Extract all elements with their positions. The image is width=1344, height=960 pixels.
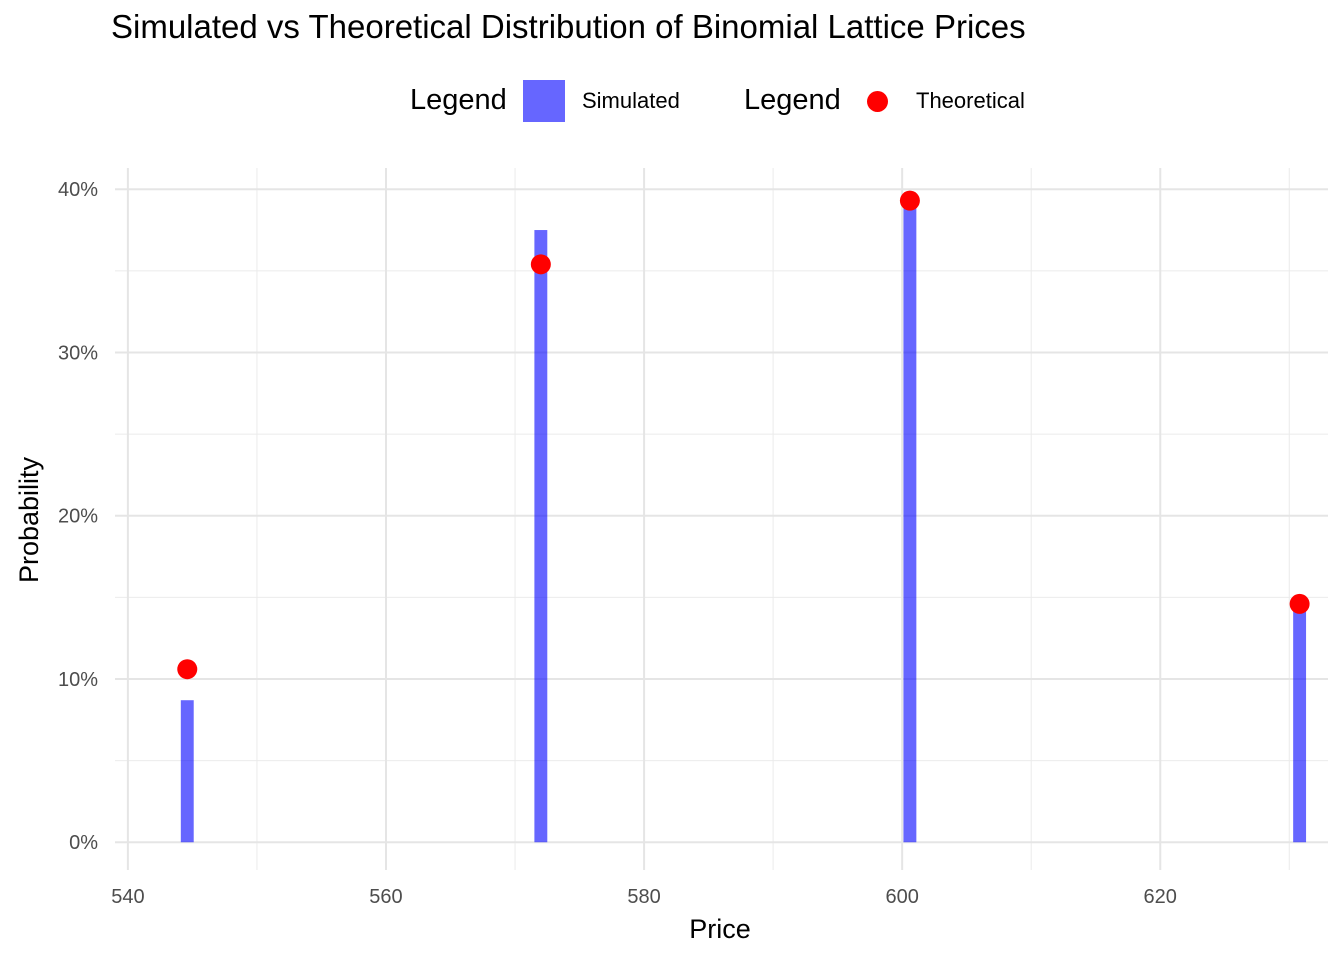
legend-key-simulated [523,80,565,122]
y-tick-label: 40% [58,179,98,201]
x-tick-label: 620 [1144,886,1177,908]
simulated-bar [1293,605,1307,843]
theoretical-point [177,659,198,680]
theoretical-point [1289,593,1310,614]
legend-title-simulated: Legend [410,84,507,116]
y-tick-labels: 0% 10% 20% 30% 40% [58,179,98,854]
theoretical-points [177,190,1310,680]
simulated-bar [180,700,194,843]
x-tick-labels: 540 560 580 600 620 [111,886,1177,908]
y-tick-label: 10% [58,669,98,691]
legend-label-theoretical: Theoretical [916,88,1025,113]
y-axis-title: Probability [14,456,44,583]
legend-label-simulated: Simulated [582,88,680,113]
simulated-bars [180,205,1307,843]
theoretical-point [899,190,920,211]
simulated-bar [534,230,548,843]
x-tick-label: 600 [885,886,918,908]
y-tick-label: 30% [58,342,98,364]
legend: Legend Simulated Legend Theoretical [0,78,1344,128]
y-tick-label: 0% [69,832,98,854]
legend-title-theoretical: Legend [744,84,841,116]
x-tick-label: 560 [369,886,402,908]
y-tick-label: 20% [58,506,98,528]
x-tick-label: 540 [111,886,144,908]
theoretical-point [530,254,551,275]
grid-minor [115,168,1328,870]
legend-key-theoretical [867,91,888,112]
x-axis-title: Price [689,914,751,944]
grid-major [115,168,1328,870]
chart-title: Simulated vs Theoretical Distribution of… [111,8,1026,45]
x-tick-label: 580 [627,886,660,908]
simulated-bar [903,205,917,843]
